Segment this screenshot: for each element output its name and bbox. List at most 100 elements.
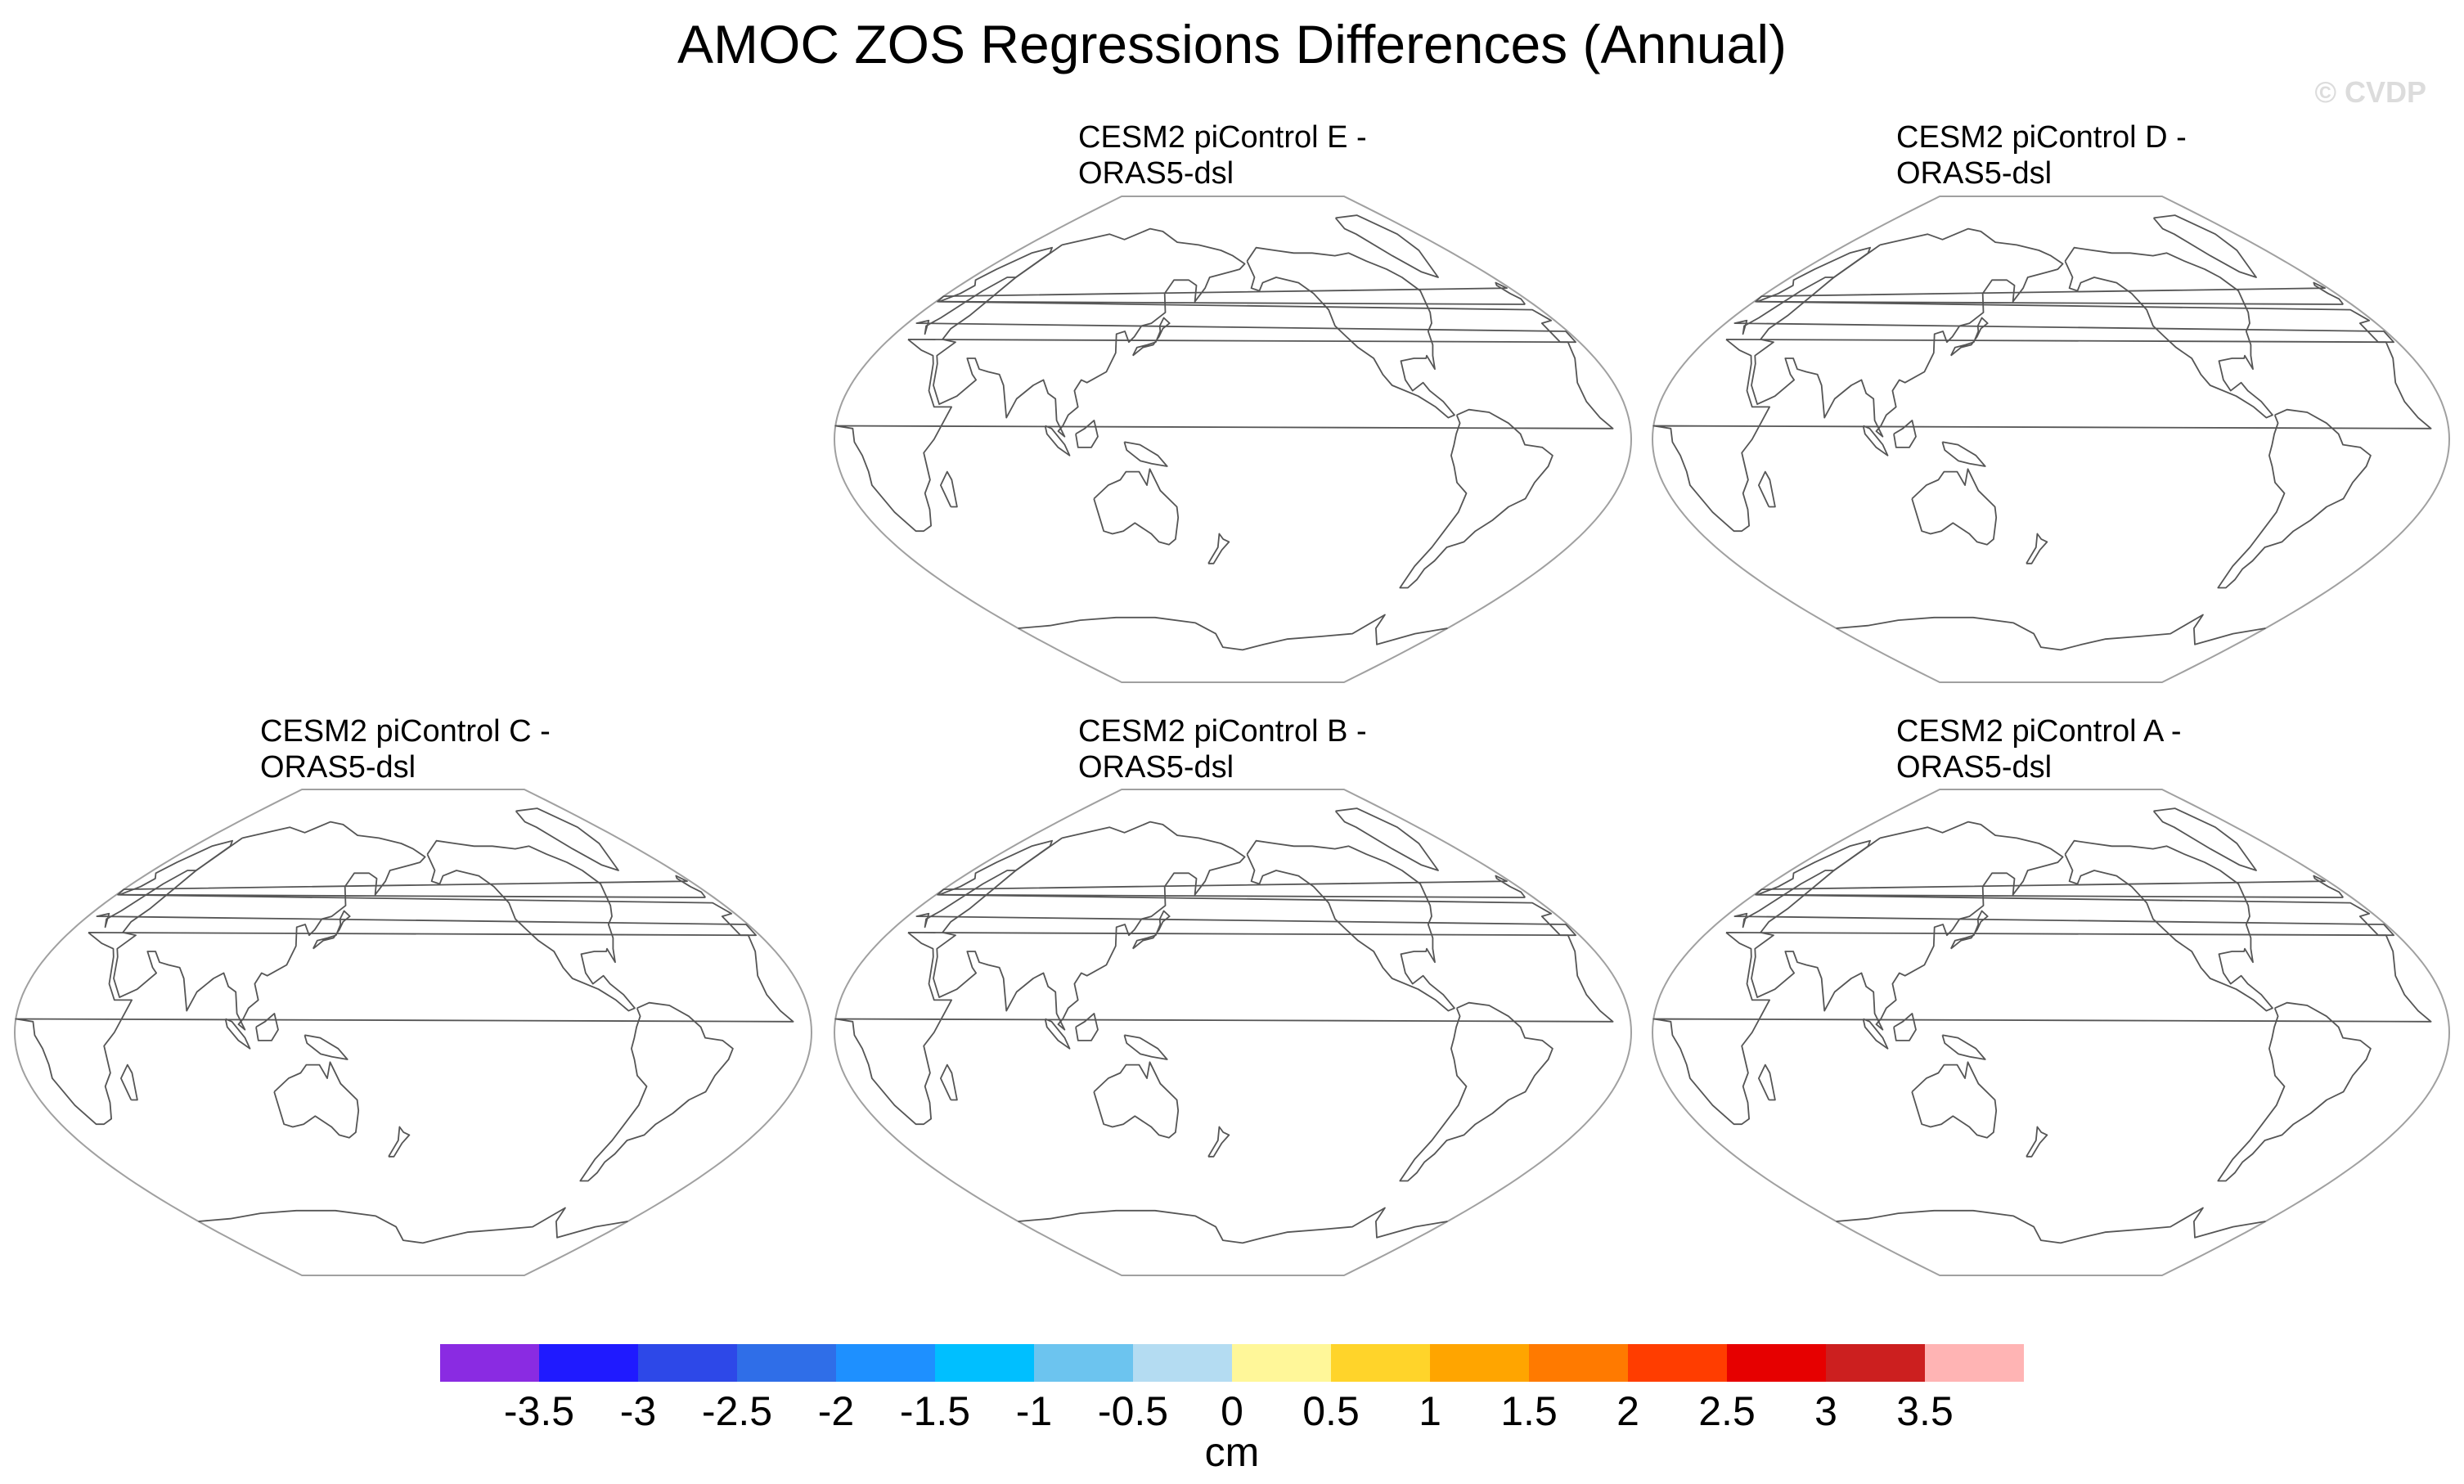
coastline-greenland xyxy=(2152,214,2257,278)
coastline-japan xyxy=(1949,910,1989,950)
coastline-japan xyxy=(1131,317,1171,357)
colorbar-swatch xyxy=(1232,1344,1332,1382)
coastline-europe xyxy=(1733,839,2394,937)
coastline-africa xyxy=(1652,339,2432,533)
coastline-europe xyxy=(915,246,1576,344)
coastline-namerica xyxy=(2064,839,2273,1012)
map-panel-c xyxy=(11,786,815,1279)
coastline-sumatra xyxy=(1044,425,1071,456)
colorbar-tick-label: -0.5 xyxy=(1097,1388,1169,1434)
coastline-antarctica xyxy=(1836,614,2266,651)
coastline-europe xyxy=(915,839,1576,937)
panel-title-c-line1: CESM2 piControl C - xyxy=(260,714,551,749)
coastline-newguinea xyxy=(1941,441,1986,467)
coastline-madagascar xyxy=(1758,1064,1776,1101)
coastline-australia xyxy=(1093,1061,1180,1139)
coastline-samerica xyxy=(1399,1001,1553,1182)
coastline-samerica xyxy=(2217,408,2372,589)
colorbar-tick-label: 3 xyxy=(1814,1388,1837,1434)
coastline-asia xyxy=(1751,821,2064,1031)
colorbar-swatch xyxy=(836,1344,936,1382)
panel-title-a-line1: CESM2 piControl A - xyxy=(1896,714,2182,749)
colorbar xyxy=(440,1344,2024,1382)
colorbar-unit-label: cm xyxy=(1204,1429,1260,1475)
colorbar-swatch xyxy=(539,1344,639,1382)
coastline-asia xyxy=(933,227,1246,438)
coastline-uk xyxy=(1755,875,2345,898)
colorbar-tick-label: -1 xyxy=(1015,1388,1053,1434)
panel-title-b-line2: ORAS5-dsl xyxy=(1078,750,1234,785)
coastline-namerica xyxy=(2064,246,2273,419)
colorbar-swatch xyxy=(440,1344,540,1382)
coastline-uk xyxy=(937,281,1527,305)
panel-title-c: CESM2 piControl C - ORAS5-dsl xyxy=(260,713,551,785)
colorbar-tick-label: 0 xyxy=(1221,1388,1243,1434)
coastline-greenland xyxy=(2152,807,2257,871)
colorbar-tick-label: 1 xyxy=(1419,1388,1441,1434)
coastline-newzealand xyxy=(2026,1126,2048,1158)
panel-title-b-line1: CESM2 piControl B - xyxy=(1078,714,1367,749)
colorbar-swatch xyxy=(1826,1344,1926,1382)
map-panel-e xyxy=(831,193,1634,686)
coastline-borneo xyxy=(1893,420,1917,448)
colorbar-tick-label: -1.5 xyxy=(899,1388,971,1434)
coastline-borneo xyxy=(1075,1013,1099,1041)
coastline-newzealand xyxy=(1207,1126,1230,1158)
coastline-australia xyxy=(1093,468,1180,546)
coastline-antarctica xyxy=(1018,1207,1448,1244)
coastline-newzealand xyxy=(2026,533,2048,564)
colorbar-tick-label: 2 xyxy=(1616,1388,1639,1434)
coastline-borneo xyxy=(1893,1013,1917,1041)
coastline-africa xyxy=(15,932,794,1126)
panel-title-d: CESM2 piControl D - ORAS5-dsl xyxy=(1896,119,2187,191)
colorbar-tick-label: 1.5 xyxy=(1500,1388,1558,1434)
coastline-namerica xyxy=(1246,246,1455,419)
coastline-madagascar xyxy=(1758,470,1776,508)
coastline-sumatra xyxy=(1862,1018,1889,1050)
map-outline xyxy=(833,196,1633,683)
coastline-australia xyxy=(273,1061,360,1139)
map-outline xyxy=(13,789,813,1276)
colorbar-tick-label: -3 xyxy=(619,1388,657,1434)
coastline-newguinea xyxy=(1941,1034,1986,1060)
map-outline xyxy=(1651,196,2451,683)
colorbar-swatch xyxy=(737,1344,837,1382)
panel-title-b: CESM2 piControl B - ORAS5-dsl xyxy=(1078,713,1367,785)
panel-title-e-line2: ORAS5-dsl xyxy=(1078,156,1234,191)
colorbar-swatch xyxy=(1430,1344,1530,1382)
coastline-uk xyxy=(937,875,1527,898)
coastline-greenland xyxy=(1334,807,1439,871)
panel-title-c-line2: ORAS5-dsl xyxy=(260,750,416,785)
map-panel-d xyxy=(1649,193,2453,686)
coastline-japan xyxy=(312,910,351,950)
coastline-borneo xyxy=(1075,420,1099,448)
map-outline xyxy=(833,789,1633,1276)
coastline-japan xyxy=(1131,910,1171,950)
panel-title-a: CESM2 piControl A - ORAS5-dsl xyxy=(1896,713,2181,785)
colorbar-swatch xyxy=(1727,1344,1827,1382)
coastline-asia xyxy=(113,821,426,1031)
colorbar-tick-label: 0.5 xyxy=(1302,1388,1360,1434)
coastline-borneo xyxy=(255,1013,279,1041)
coastline-samerica xyxy=(579,1001,734,1182)
coastline-namerica xyxy=(1246,839,1455,1012)
panel-title-d-line2: ORAS5-dsl xyxy=(1896,156,2053,191)
colorbar-swatch xyxy=(1034,1344,1134,1382)
coastline-madagascar xyxy=(940,470,958,508)
coastline-asia xyxy=(933,821,1246,1031)
panel-title-a-line2: ORAS5-dsl xyxy=(1896,750,2053,785)
colorbar-swatch xyxy=(935,1344,1035,1382)
coastline-sumatra xyxy=(1862,425,1889,456)
coastline-australia xyxy=(1911,468,1998,546)
colorbar-tick-label: -2.5 xyxy=(701,1388,773,1434)
colorbar-tick-label: 3.5 xyxy=(1896,1388,1954,1434)
colorbar-swatch xyxy=(1133,1344,1233,1382)
colorbar-tick-label: -3.5 xyxy=(503,1388,575,1434)
colorbar-swatch xyxy=(1628,1344,1728,1382)
coastline-antarctica xyxy=(198,1207,628,1244)
coastline-newguinea xyxy=(1123,1034,1168,1060)
coastline-samerica xyxy=(2217,1001,2372,1182)
colorbar-tick-label: -2 xyxy=(817,1388,855,1434)
coastline-namerica xyxy=(426,839,636,1012)
coastline-newguinea xyxy=(304,1034,348,1060)
